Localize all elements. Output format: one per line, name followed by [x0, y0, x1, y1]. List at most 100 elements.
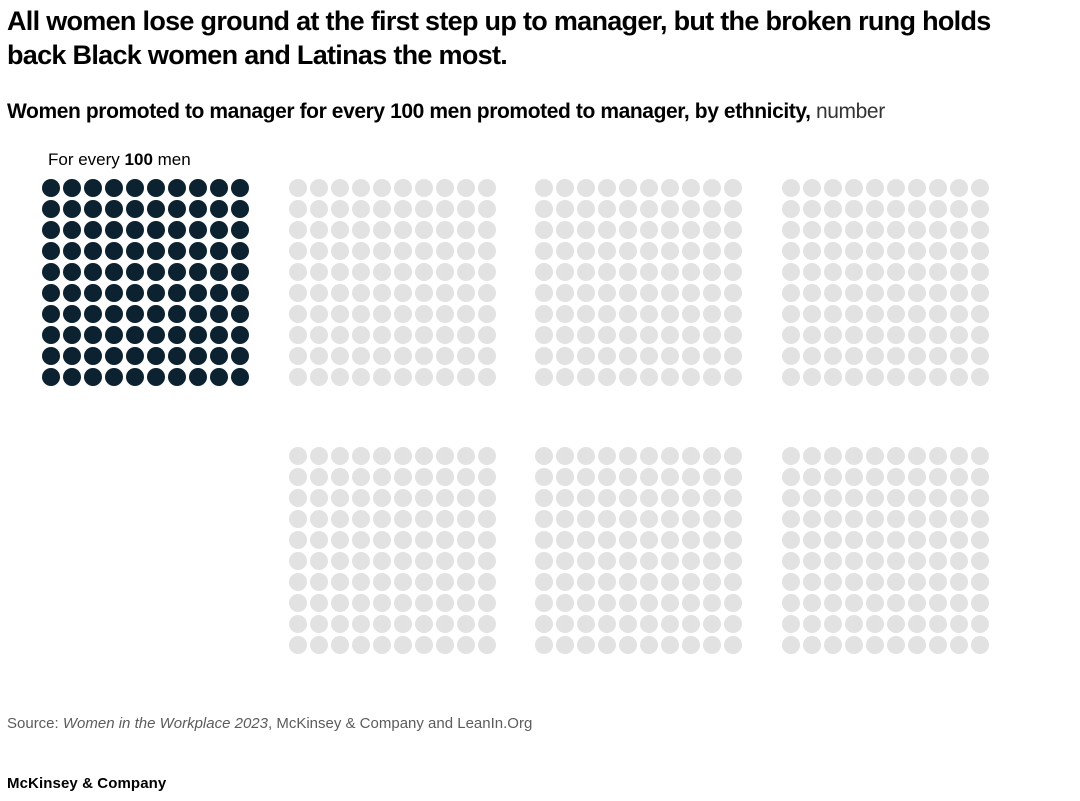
dot-empty [971, 326, 989, 344]
dot-empty [577, 200, 595, 218]
dot-empty [394, 594, 412, 612]
dot-empty [724, 489, 742, 507]
dot-empty [598, 284, 616, 302]
dot-empty [457, 347, 475, 365]
dot-empty [478, 552, 496, 570]
dot-empty [724, 594, 742, 612]
dot-empty [289, 447, 307, 465]
dot-empty [866, 305, 884, 323]
dot-empty [908, 573, 926, 591]
dot-empty [661, 468, 679, 486]
dot-empty [887, 347, 905, 365]
dot-filled [42, 263, 60, 281]
dot-empty [478, 347, 496, 365]
dot-empty [866, 284, 884, 302]
dot-empty [824, 636, 842, 654]
dot-empty [845, 594, 863, 612]
dot-empty [640, 200, 658, 218]
dot-empty [703, 615, 721, 633]
dot-empty [535, 447, 553, 465]
dot-empty [782, 531, 800, 549]
dot-filled [63, 221, 81, 239]
dot-filled [84, 242, 102, 260]
dot-empty [866, 531, 884, 549]
dot-empty [682, 221, 700, 239]
dot-empty [535, 510, 553, 528]
dot-empty [352, 510, 370, 528]
dot-empty [866, 468, 884, 486]
dot-empty [724, 552, 742, 570]
dot-empty [394, 284, 412, 302]
dot-empty [394, 447, 412, 465]
dot-empty [331, 636, 349, 654]
dot-empty [661, 221, 679, 239]
dot-empty [950, 305, 968, 323]
dot-empty [724, 305, 742, 323]
dot-empty [457, 510, 475, 528]
dot-empty [971, 468, 989, 486]
dot-empty [415, 242, 433, 260]
dot-empty [950, 347, 968, 365]
dot-empty [577, 284, 595, 302]
dot-empty [971, 263, 989, 281]
dot-empty [929, 305, 947, 323]
dot-empty [971, 368, 989, 386]
dot-filled [42, 200, 60, 218]
dot-filled [63, 305, 81, 323]
dot-empty [703, 221, 721, 239]
dot-empty [703, 200, 721, 218]
dot-empty [352, 284, 370, 302]
dot-filled [63, 326, 81, 344]
dot-empty [950, 615, 968, 633]
dot-empty [310, 305, 328, 323]
dot-filled [63, 284, 81, 302]
dot-filled [147, 263, 165, 281]
dot-empty [415, 347, 433, 365]
dot-empty [478, 468, 496, 486]
dot-empty [803, 242, 821, 260]
dot-empty [556, 305, 574, 323]
dot-empty [478, 368, 496, 386]
dot-empty [724, 573, 742, 591]
dot-empty [394, 263, 412, 281]
dot-empty [535, 615, 553, 633]
dot-empty [556, 242, 574, 260]
dot-empty [824, 242, 842, 260]
dot-empty [908, 263, 926, 281]
dot-empty [866, 636, 884, 654]
dot-empty [352, 552, 370, 570]
dot-empty [289, 468, 307, 486]
dot-empty [929, 594, 947, 612]
dot-empty [457, 242, 475, 260]
dot-empty [845, 552, 863, 570]
dot-empty [703, 510, 721, 528]
dot-empty [415, 221, 433, 239]
dot-empty [703, 447, 721, 465]
dot-empty [887, 573, 905, 591]
dot-empty [724, 615, 742, 633]
dot-empty [724, 263, 742, 281]
dot-filled [42, 305, 60, 323]
dot-empty [803, 573, 821, 591]
dot-empty [535, 242, 553, 260]
dot-empty [478, 510, 496, 528]
dot-empty [310, 594, 328, 612]
dot-empty [373, 305, 391, 323]
dot-empty [556, 179, 574, 197]
dot-empty [436, 447, 454, 465]
dot-empty [577, 510, 595, 528]
dot-empty [803, 510, 821, 528]
dot-filled [189, 368, 207, 386]
dot-empty [887, 510, 905, 528]
dot-empty [373, 573, 391, 591]
dot-empty [929, 531, 947, 549]
dot-empty [598, 531, 616, 549]
dot-empty [457, 594, 475, 612]
dot-empty [682, 531, 700, 549]
dot-filled [189, 221, 207, 239]
dot-empty [682, 200, 700, 218]
dot-empty [457, 468, 475, 486]
dot-filled [126, 284, 144, 302]
dot-empty [971, 594, 989, 612]
dot-empty [661, 447, 679, 465]
